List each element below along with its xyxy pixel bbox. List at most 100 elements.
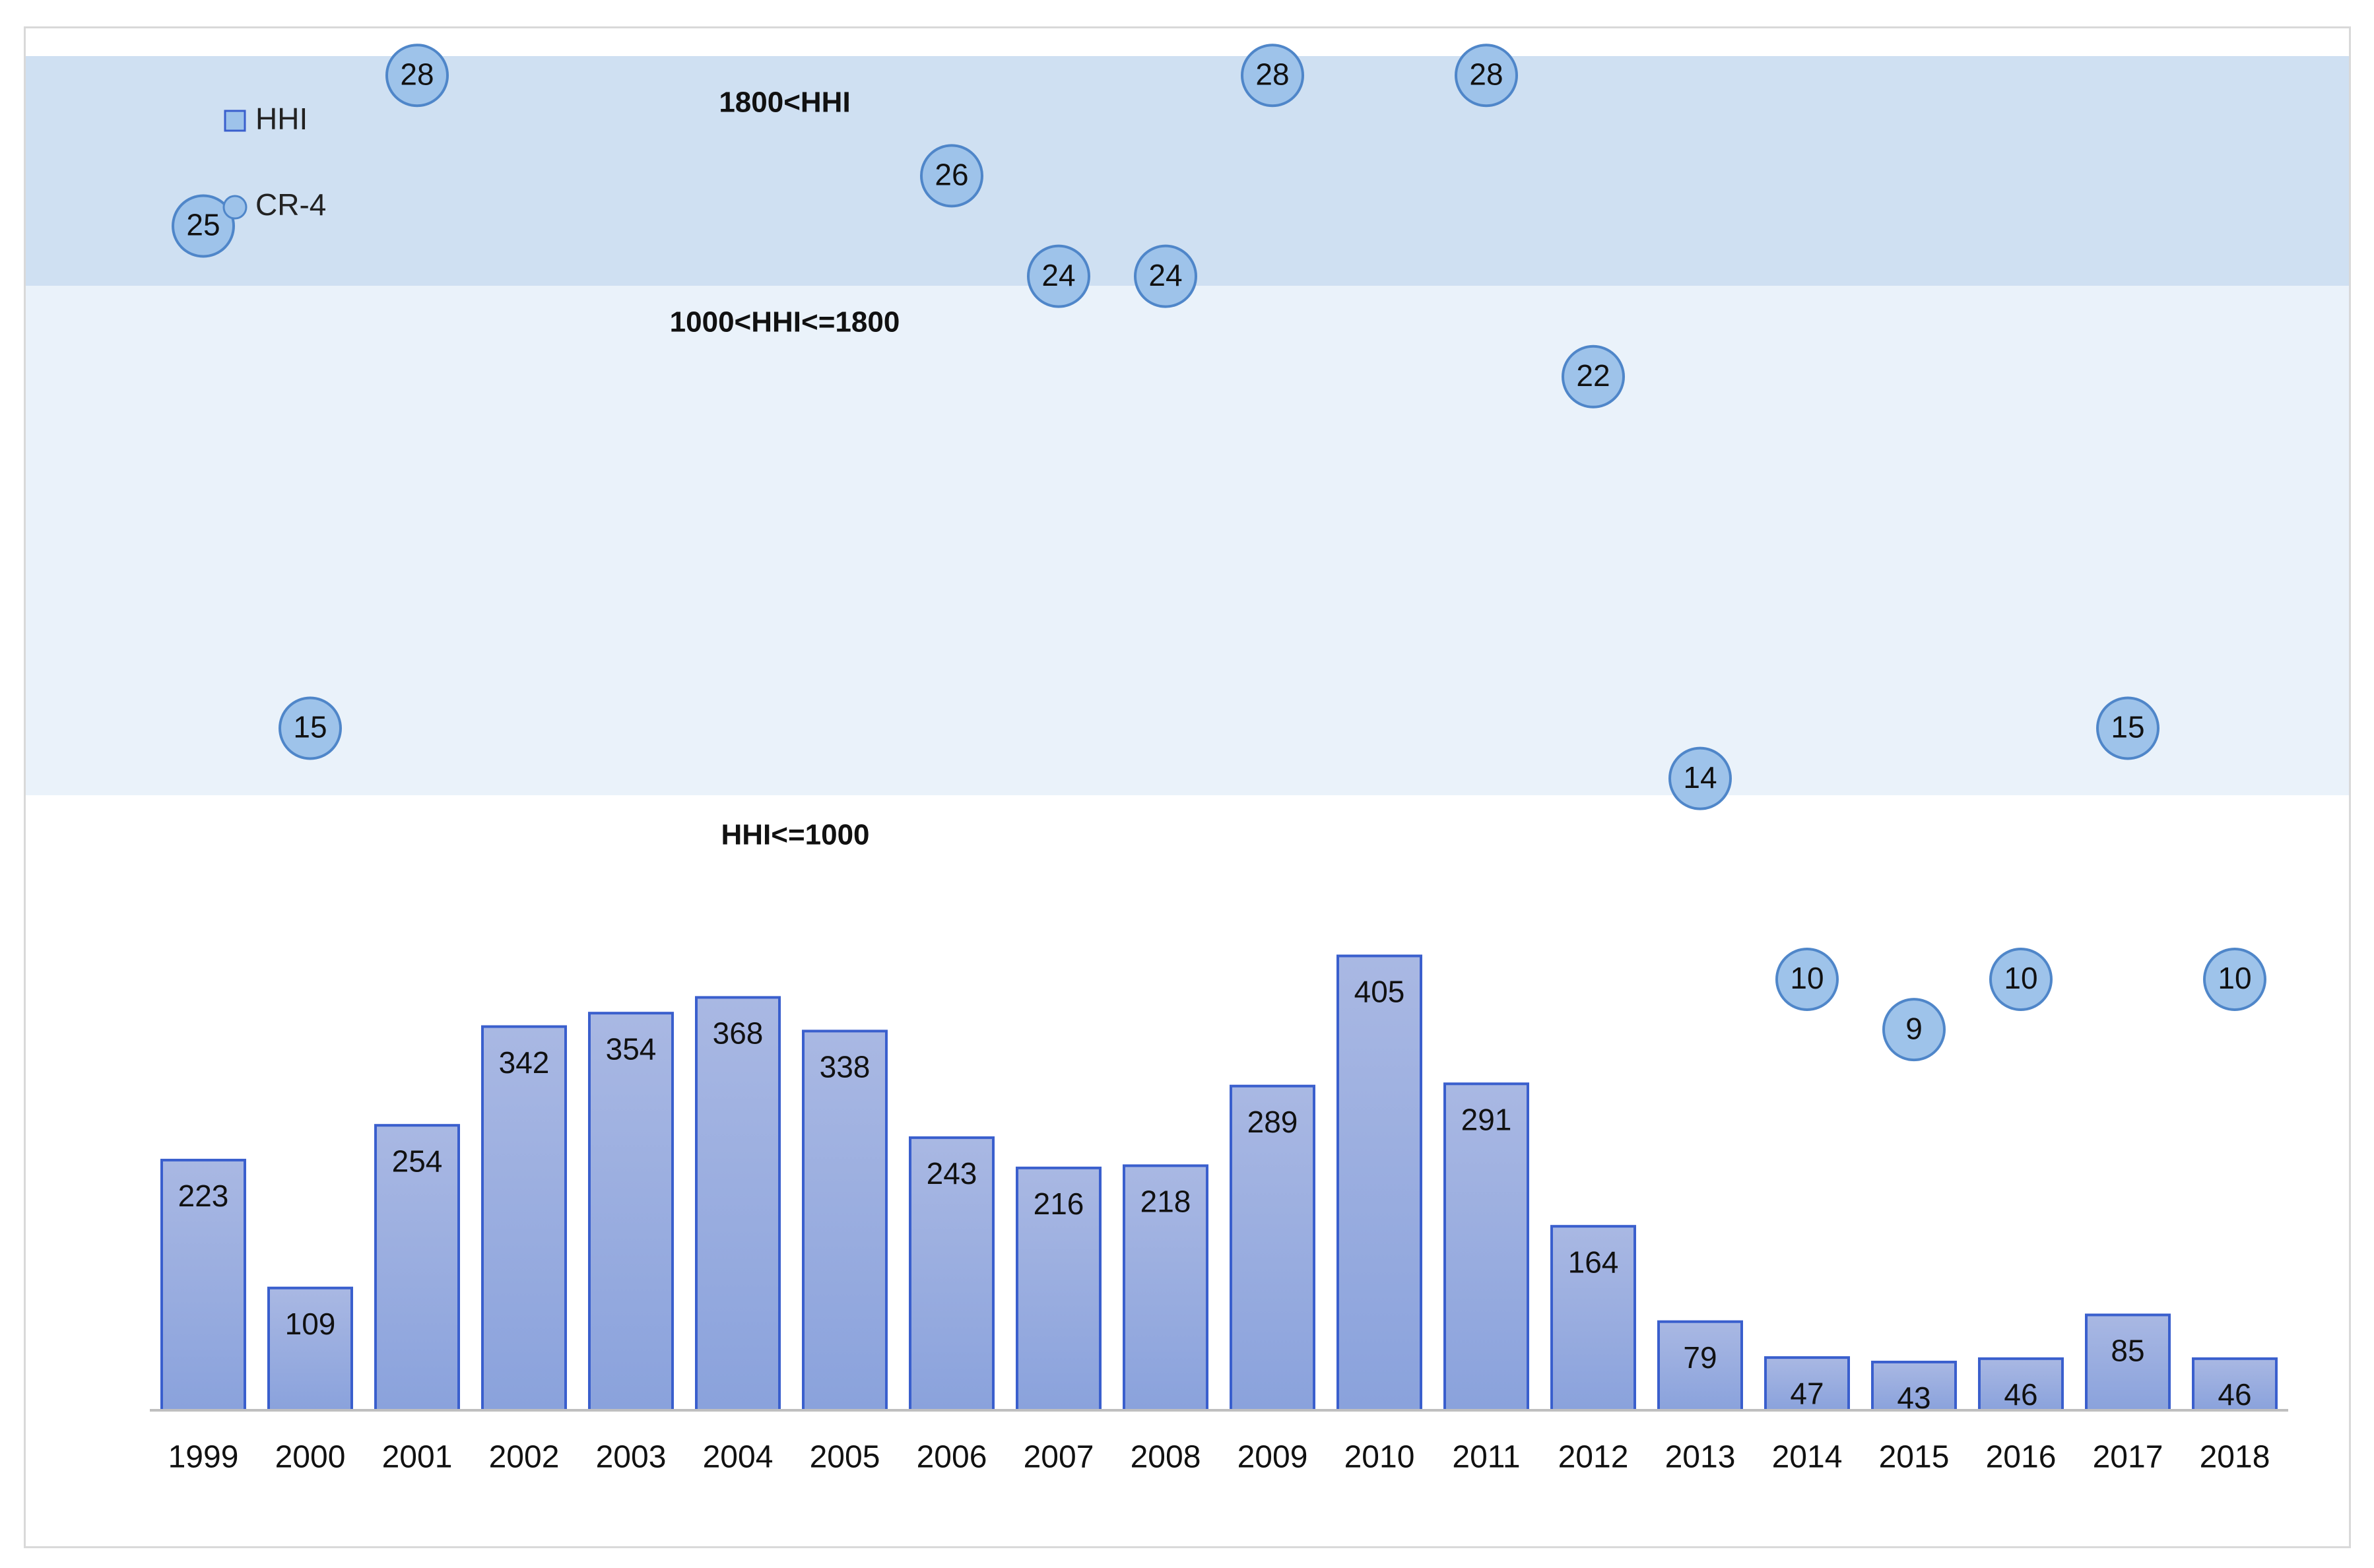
- cr4-marker: [2203, 948, 2266, 1011]
- hhi-bar: [588, 1012, 674, 1412]
- hhi-bar-label: 85: [2111, 1334, 2144, 1368]
- x-tick-label: 2016: [1986, 1440, 2057, 1475]
- cr4-marker: [1134, 244, 1197, 308]
- hhi-bar-label: 405: [1354, 975, 1405, 1009]
- cr4-marker-label: 14: [1683, 760, 1717, 795]
- x-tick-label: 2004: [703, 1440, 774, 1475]
- legend-cr4-swatch: [222, 195, 247, 220]
- cr4-marker: [1562, 344, 1625, 408]
- hhi-bar: [374, 1124, 460, 1412]
- hhi-bar: [1764, 1356, 1850, 1412]
- cr4-marker: [385, 44, 449, 108]
- hhi-bar: [1123, 1164, 1208, 1412]
- hhi-bar: [2192, 1357, 2278, 1412]
- cr4-marker: [1989, 948, 2053, 1011]
- x-tick-label: 2003: [596, 1440, 667, 1475]
- cr4-marker-label: 15: [293, 710, 327, 744]
- x-tick-label: 2014: [1772, 1440, 1843, 1475]
- cr4-marker: [2096, 696, 2160, 760]
- band-label-0: 1800<HHI: [719, 86, 850, 119]
- hhi-bar-label: 218: [1140, 1185, 1191, 1219]
- hhi-bar: [1871, 1360, 1957, 1412]
- cr4-marker: [279, 696, 342, 760]
- hhi-bar-label: 47: [1790, 1376, 1824, 1410]
- hhi-bar: [481, 1025, 567, 1412]
- hhi-bar-label: 79: [1683, 1340, 1717, 1375]
- cr4-marker-label: 10: [2218, 961, 2251, 995]
- hhi-bar: [802, 1029, 888, 1412]
- cr4-marker-label: 26: [935, 158, 968, 192]
- x-tick-label: 1999: [168, 1440, 239, 1475]
- x-tick-label: 2009: [1237, 1440, 1308, 1475]
- band-1: [26, 286, 2349, 795]
- cr4-marker-label: 10: [1790, 961, 1824, 995]
- hhi-bar: [267, 1286, 353, 1412]
- cr4-marker: [1027, 244, 1090, 308]
- cr4-marker-label: 28: [400, 57, 434, 91]
- legend-hhi-label: HHI: [255, 102, 308, 136]
- cr4-marker-label: 15: [2111, 710, 2144, 744]
- cr4-marker: [1241, 44, 1304, 108]
- hhi-bar: [160, 1158, 246, 1412]
- hhi-bar-label: 109: [285, 1307, 336, 1341]
- cr4-marker-label: 10: [2004, 961, 2037, 995]
- hhi-bar-label: 254: [392, 1144, 443, 1178]
- hhi-bar-label: 291: [1461, 1102, 1512, 1136]
- cr4-marker: [1668, 746, 1732, 810]
- cr4-marker: [172, 194, 235, 258]
- chart-frame: 1800<HHI 1000<HHI<=1800 HHI<=1000 223 109 25…: [24, 26, 2351, 1548]
- x-tick-label: 2015: [1879, 1440, 1950, 1475]
- hhi-bar-label: 354: [606, 1031, 657, 1066]
- cr4-marker-label: 22: [1576, 358, 1610, 393]
- x-tick-label: 2008: [1131, 1440, 1201, 1475]
- hhi-bar: [1336, 954, 1422, 1412]
- x-tick-label: 2006: [917, 1440, 987, 1475]
- band-0: [26, 56, 2349, 286]
- legend-hhi-swatch: [224, 110, 246, 132]
- hhi-bar-label: 46: [2218, 1377, 2251, 1412]
- hhi-bar-label: 46: [2004, 1377, 2037, 1412]
- x-tick-label: 2007: [1024, 1440, 1094, 1475]
- x-tick-label: 2001: [382, 1440, 453, 1475]
- hhi-bar: [695, 996, 781, 1412]
- hhi-bar: [2085, 1313, 2171, 1412]
- x-tick-label: 2011: [1452, 1440, 1520, 1475]
- cr4-marker-label: 24: [1148, 258, 1182, 292]
- markers-layer: 251528313631302624242832282214109101510: [172, 44, 2266, 1062]
- hhi-bar-label: 289: [1247, 1105, 1298, 1139]
- hhi-bar-label: 216: [1034, 1187, 1084, 1221]
- hhi-bar: [909, 1136, 995, 1412]
- legend: HHI CR-4: [222, 102, 326, 222]
- band-label-2: HHI<=1000: [721, 819, 869, 851]
- cr4-marker-label: 28: [1255, 57, 1289, 91]
- x-tick-label: 2012: [1558, 1440, 1629, 1475]
- hhi-bar-label: 338: [820, 1050, 871, 1084]
- cr4-marker: [1882, 998, 1946, 1062]
- x-tick-label: 2018: [2200, 1440, 2270, 1475]
- cr4-marker-label: 24: [1041, 258, 1075, 292]
- x-tick-label: 2005: [810, 1440, 880, 1475]
- cr4-marker: [920, 144, 983, 208]
- hhi-bar: [1443, 1082, 1529, 1412]
- x-tick-label: 2010: [1344, 1440, 1415, 1475]
- axis-layer: 1999 2000 2001 2002 2003 2004 2005 2006 2007 2008…: [150, 1409, 2288, 1475]
- hhi-bar-label: 342: [499, 1045, 550, 1080]
- hhi-bar: [1978, 1357, 2064, 1412]
- cr4-marker-label: 28: [1469, 57, 1503, 91]
- cr4-marker-label: 9: [1905, 1011, 1923, 1045]
- cr4-marker-label: 25: [186, 208, 220, 242]
- hhi-bar-label: 243: [927, 1156, 977, 1191]
- band-label-1: 1000<HHI<=1800: [670, 306, 900, 339]
- hhi-bar-label: 223: [178, 1179, 229, 1213]
- x-tick-label: 2017: [2093, 1440, 2163, 1475]
- hhi-bar-label: 164: [1568, 1245, 1619, 1279]
- x-tick-label: 2002: [489, 1440, 560, 1475]
- bands-layer: 1800<HHI 1000<HHI<=1800 HHI<=1000: [26, 56, 2349, 851]
- x-tick-label: 2000: [275, 1440, 346, 1475]
- x-tick-label: 2013: [1665, 1440, 1736, 1475]
- legend-cr4-label: CR-4: [255, 187, 326, 222]
- hhi-bar-label: 368: [713, 1016, 764, 1051]
- hhi-bar: [1657, 1320, 1743, 1412]
